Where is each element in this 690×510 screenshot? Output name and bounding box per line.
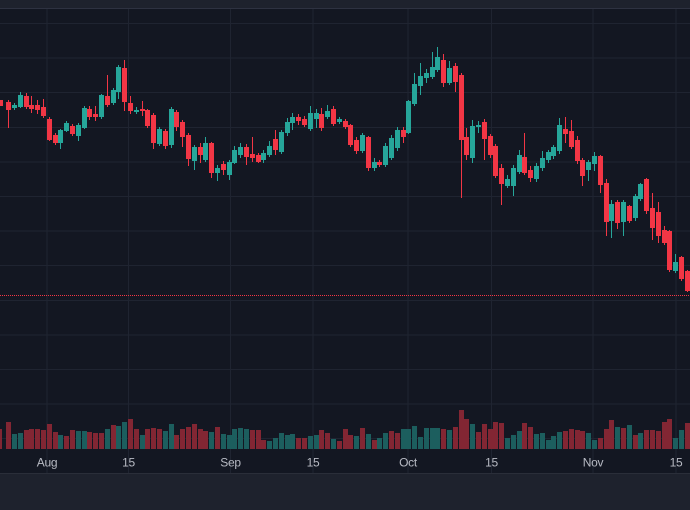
svg-text:15: 15 xyxy=(485,456,498,470)
svg-text:Nov: Nov xyxy=(583,456,604,470)
svg-text:15: 15 xyxy=(307,456,320,470)
svg-text:Sep: Sep xyxy=(220,456,241,470)
svg-text:15: 15 xyxy=(670,456,683,470)
svg-text:15: 15 xyxy=(122,456,135,470)
svg-text:Aug: Aug xyxy=(37,456,57,470)
svg-text:Oct: Oct xyxy=(399,456,418,470)
